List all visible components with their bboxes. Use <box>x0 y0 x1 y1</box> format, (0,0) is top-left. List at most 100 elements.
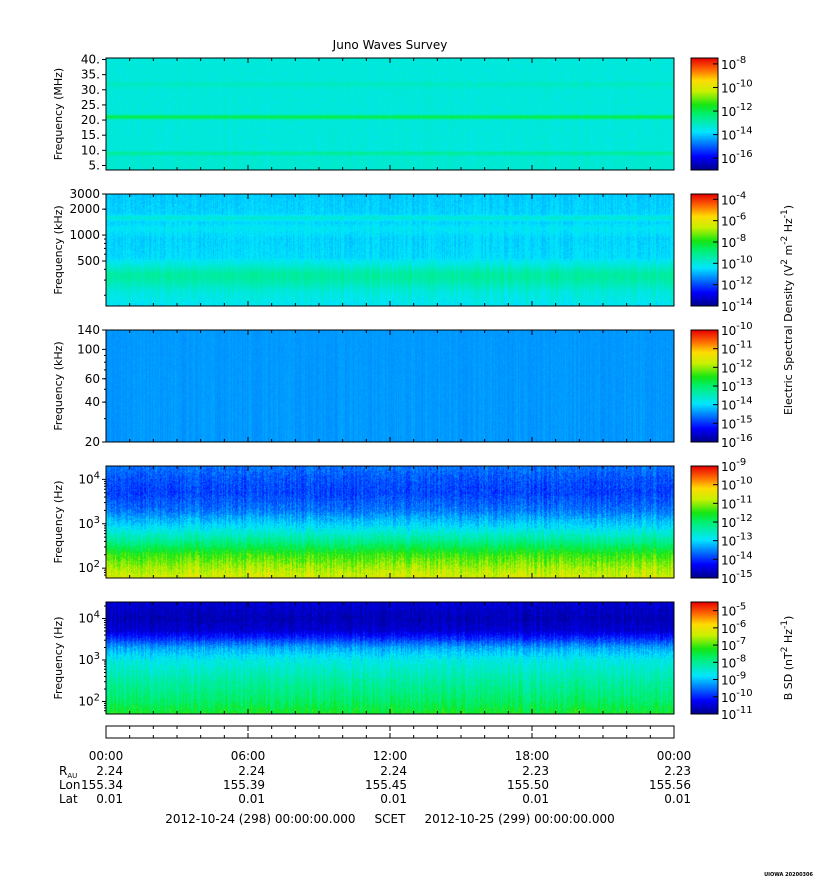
ephemeris-value: 155.50 <box>507 778 549 792</box>
colorbar-frame <box>690 601 719 715</box>
colorbar-tick-label: 10-12 <box>721 513 753 530</box>
y-tick-label: 104 <box>78 470 100 486</box>
y-tick-label: 1000 <box>69 228 100 242</box>
spectrogram-image <box>106 58 674 170</box>
colorbar-tick-label: 10-16 <box>721 149 753 166</box>
ephemeris-value: 2.23 <box>664 764 691 778</box>
spectrogram-image <box>106 466 674 578</box>
colorbar-tick-label: 10-15 <box>721 569 753 586</box>
ephemeris-value: 2.24 <box>380 764 407 778</box>
colorbar-tick-label: 10-4 <box>721 190 746 207</box>
scet-range-label: 2012-10-24 (298) 00:00:00.000 SCET 2012-… <box>165 812 615 826</box>
colorbar-tick-label: 10-10 <box>721 321 753 338</box>
y-tick-label: 60 <box>85 372 100 386</box>
colorbar-tick-label: 10-6 <box>721 212 746 229</box>
y-axis-label: Frequency (Hz) <box>52 617 65 700</box>
ephemeris-value: 2.24 <box>96 764 123 778</box>
colorbar-tick-label: 10-11 <box>721 705 753 722</box>
colorbar-tick-label: 10-11 <box>721 494 753 511</box>
colorbar-tick-label: 10-15 <box>721 414 753 431</box>
colorbar-tick-label: 10-8 <box>721 233 746 250</box>
colorbar-tick-label: 10-10 <box>721 688 753 705</box>
colorbar-tick-label: 10-12 <box>721 102 753 119</box>
y-tick-label: 102 <box>78 693 100 709</box>
y-tick-label: 103 <box>78 515 100 531</box>
time-tick-label: 06:00 <box>231 749 266 763</box>
colorbar-tick-label: 10-8 <box>721 653 746 670</box>
ephemeris-value: 2.24 <box>238 764 265 778</box>
y-tick-label: 10. <box>81 143 100 157</box>
colorbar-tick-label: 10-14 <box>721 297 753 314</box>
y-axis-label: Frequency (kHz) <box>52 205 65 294</box>
ephemeris-row-label: Lat <box>59 792 78 806</box>
ephemeris-value: 0.01 <box>96 792 123 806</box>
y-tick-label: 500 <box>77 254 100 268</box>
colorbar-tick-label: 10-16 <box>721 433 753 450</box>
ephemeris-value: 2.23 <box>522 764 549 778</box>
colorbar-tick-label: 10-8 <box>721 55 746 72</box>
y-tick-label: 5. <box>89 158 100 172</box>
ephemeris-value: 0.01 <box>238 792 265 806</box>
y-tick-label: 3000 <box>69 187 100 201</box>
ephemeris-value: 155.56 <box>649 778 691 792</box>
colorbar-tick-label: 10-13 <box>721 532 753 549</box>
colorbar-tick-label: 10-9 <box>721 457 746 474</box>
ephemeris-value: 155.39 <box>223 778 265 792</box>
spectrogram-image <box>106 330 674 442</box>
y-tick-label: 20. <box>81 113 100 127</box>
y-tick-label: 15. <box>81 128 100 142</box>
ephemeris-value: 155.45 <box>365 778 407 792</box>
y-tick-label: 140 <box>77 323 100 337</box>
colorbar-tick-label: 10-9 <box>721 671 746 688</box>
y-tick-label: 35. <box>81 68 100 82</box>
footer-stamp: UIOWA 20200306 <box>764 872 813 878</box>
colorbar-tick-label: 10-13 <box>721 377 753 394</box>
colorbar-label-2: B SD (nT2 Hz-1) <box>780 616 795 701</box>
spectrogram-image <box>106 602 674 714</box>
ephemeris-value: 0.01 <box>380 792 407 806</box>
colorbar-tick-label: 10-7 <box>721 636 746 653</box>
colorbar <box>691 58 718 170</box>
y-tick-label: 103 <box>78 651 100 667</box>
colorbar-frame <box>690 193 719 307</box>
colorbar-frame <box>690 57 719 171</box>
ephemeris-value: 0.01 <box>522 792 549 806</box>
y-tick-label: 40. <box>81 53 100 67</box>
colorbar-tick-label: 10-14 <box>721 550 753 567</box>
colorbar <box>691 602 718 714</box>
y-tick-label: 102 <box>78 559 100 575</box>
ephemeris-row-label: RAU <box>59 764 77 780</box>
ephemeris-row-label: Lon <box>59 778 80 792</box>
y-tick-label: 30. <box>81 83 100 97</box>
colorbar-tick-label: 10-10 <box>721 254 753 271</box>
colorbar-tick-label: 10-11 <box>721 340 753 357</box>
time-axis: 00:00 06:00 12:00 18:00 00:00 RAU 2.24 2.24 2.24… <box>59 725 692 806</box>
chart-title: Juno Waves Survey <box>332 38 448 52</box>
colorbar-tick-label: 10-12 <box>721 358 753 375</box>
ephemeris-value: 0.01 <box>664 792 691 806</box>
colorbar-tick-label: 10-5 <box>721 602 746 619</box>
colorbar-tick-label: 10-14 <box>721 126 753 143</box>
colorbar-tick-label: 10-6 <box>721 619 746 636</box>
y-tick-label: 25. <box>81 98 100 112</box>
y-tick-label: 104 <box>78 610 100 626</box>
colorbar-tick-label: 10-12 <box>721 276 753 293</box>
time-tick-label: 00:00 <box>657 749 692 763</box>
time-tick-label: 18:00 <box>515 749 550 763</box>
ephemeris-value: 155.34 <box>81 778 123 792</box>
y-tick-label: 20 <box>85 435 100 449</box>
spectrogram-panel-1: 5.10.15.20.25.30.35.40. Frequency (MHz) 10… <box>52 53 753 173</box>
colorbar <box>691 194 718 306</box>
colorbar-tick-label: 10-10 <box>721 78 753 95</box>
y-axis-label: Frequency (Hz) <box>52 481 65 564</box>
y-tick-label: 40 <box>85 395 100 409</box>
colorbar-tick-label: 10-10 <box>721 476 753 493</box>
time-tick-label: 12:00 <box>373 749 408 763</box>
spectrogram-panels: 5.10.15.20.25.30.35.40. Frequency (MHz) 10… <box>52 53 795 722</box>
colorbar-label-1: Electric Spectral Density (V2 m-2 Hz-1) <box>780 205 795 415</box>
